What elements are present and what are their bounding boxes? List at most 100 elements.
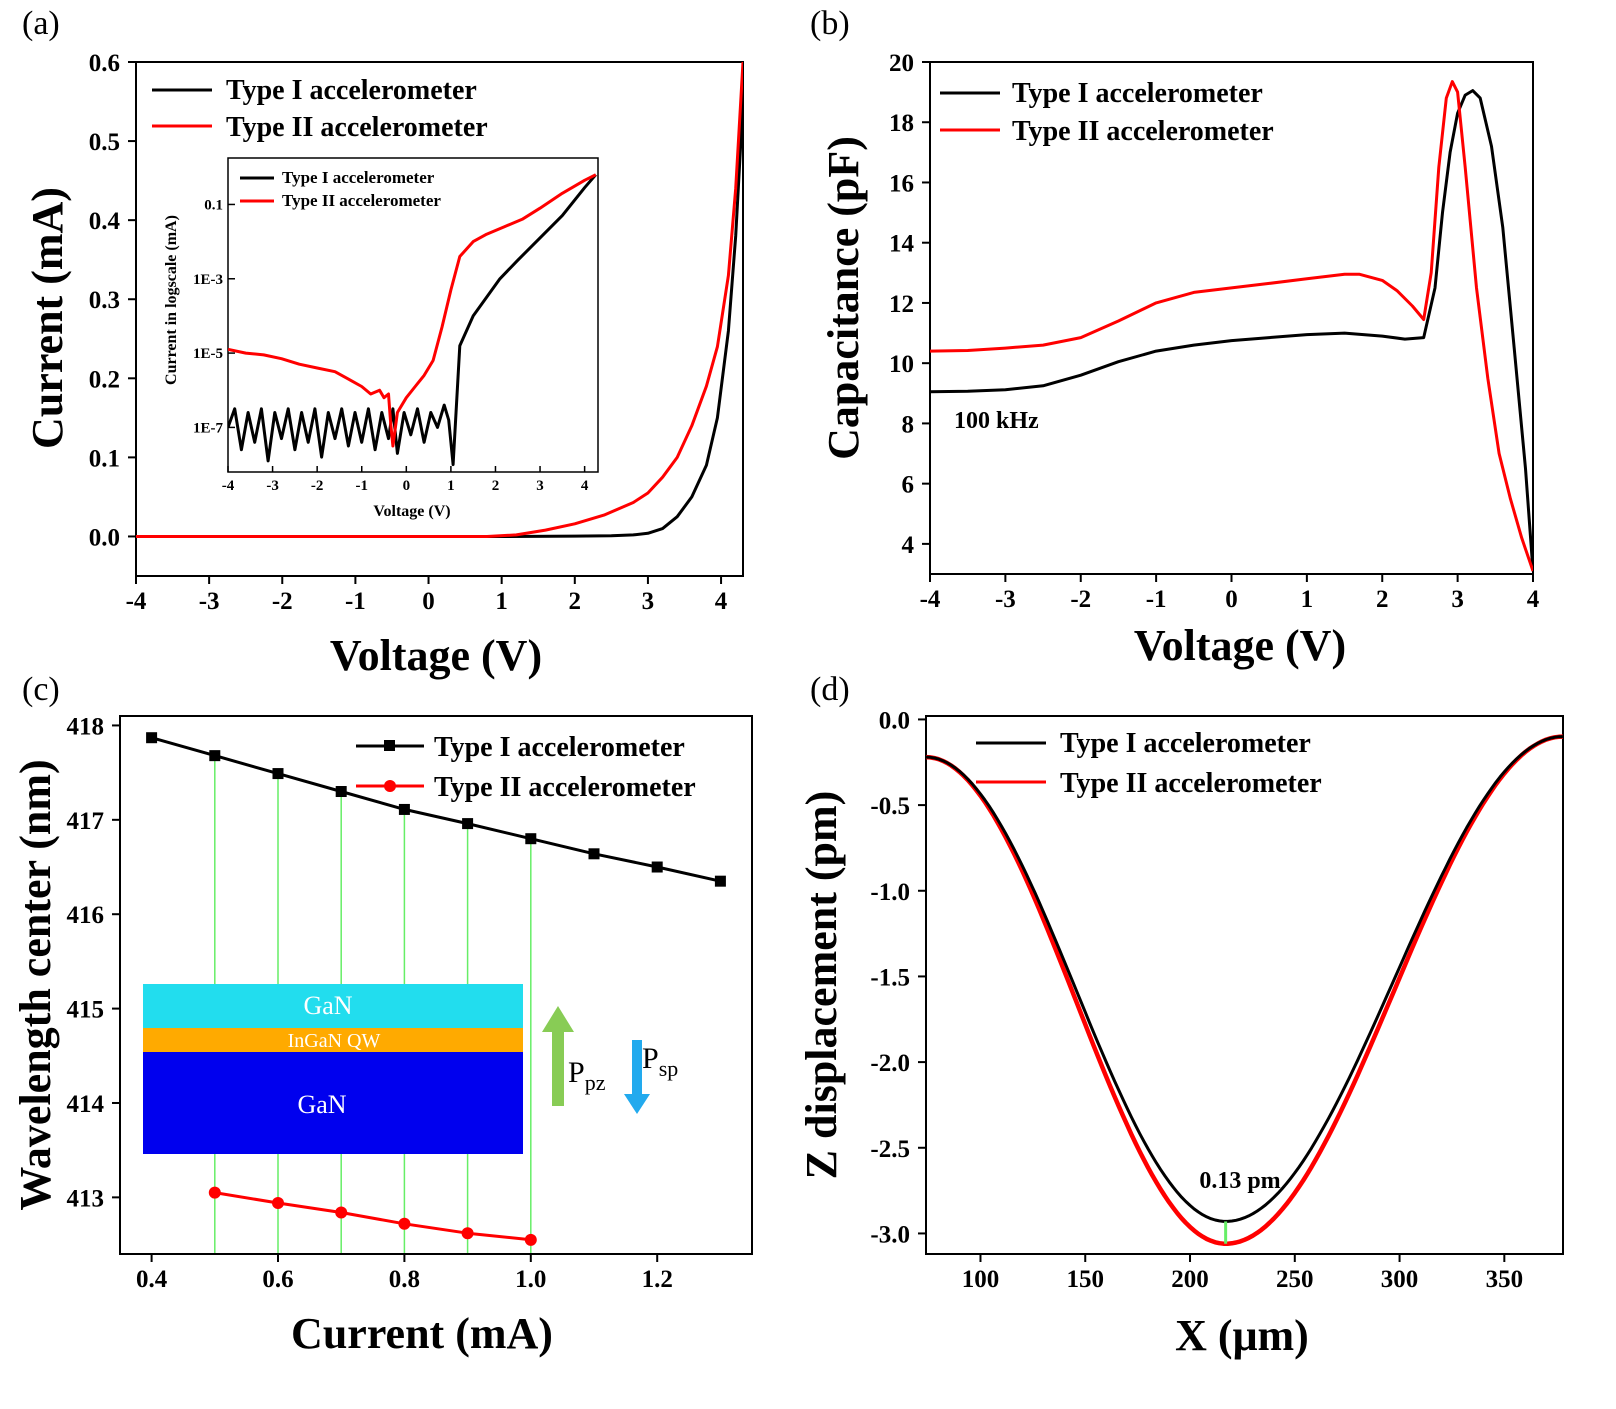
- panel-a-xtick-label: -2: [272, 588, 293, 615]
- ingan-qw-layer: [143, 1028, 523, 1052]
- panel-d-ytick-label: -0.5: [870, 793, 910, 820]
- panel-d-label: (d): [810, 671, 850, 708]
- panel-d-xtick-label: 350: [1486, 1266, 1524, 1293]
- inset-xtick-label: -1: [355, 478, 368, 494]
- panel-c-legend: Type I accelerometer Type II acceleromet…: [356, 732, 696, 803]
- psp-label: Psp: [642, 1042, 678, 1081]
- panel-b-legend-type1: Type I accelerometer: [1012, 78, 1263, 109]
- panel-a-ylabel: Current (mA): [23, 187, 72, 449]
- panel-c-series-2-point: [524, 1233, 537, 1246]
- panel-b-xtick-label: 3: [1451, 586, 1464, 613]
- panel-c-xtick-label: 0.6: [262, 1266, 293, 1293]
- panel-a-legend: Type I accelerometer Type II acceleromet…: [152, 75, 488, 143]
- panel-d-ytick-label: -1.5: [870, 964, 910, 991]
- panel-d-plot-area: 100 150 200 250 300 350 0.0 -0.5 -1.0 -1.5 -2.0 -2.…: [870, 707, 1564, 1293]
- panel-c-ytick-label: 418: [67, 713, 105, 740]
- panel-c-label: (c): [22, 671, 60, 708]
- panel-b-ytick-label: 16: [889, 170, 914, 197]
- panel-b-ytick-label: 8: [902, 411, 915, 438]
- panel-d-ytick-label: 0.0: [879, 707, 910, 734]
- inset-legend-type2: Type II accelerometer: [282, 191, 441, 210]
- panel-c-ytick-label: 413: [67, 1185, 105, 1212]
- panel-b-label: (b): [810, 5, 850, 42]
- panel-c-ylabel: Wavelength center (nm): [11, 759, 60, 1210]
- panel-c-frame: [119, 715, 753, 1255]
- panel-a-ytick-label: 0.0: [89, 524, 120, 551]
- panel-c-series-2-point: [398, 1217, 411, 1230]
- panel-a-label: (a): [22, 5, 60, 42]
- gan-top-label: GaN: [303, 991, 352, 1020]
- panel-c-series-2-point: [272, 1197, 284, 1210]
- panel-c-series-1-point: [146, 732, 158, 744]
- panel-b-ytick-label: 12: [889, 291, 914, 318]
- panel-c-series-1-point: [714, 875, 726, 887]
- ingan-qw-label: InGaN QW: [288, 1030, 381, 1052]
- panel-b-xtick-label: 4: [1527, 586, 1540, 613]
- panel-a-xtick-label: 1: [495, 588, 508, 615]
- panel-b-ytick-label: 10: [889, 351, 914, 378]
- inset-ytick-label: 1E-3: [193, 272, 223, 288]
- panel-a-xtick-label: -4: [126, 588, 147, 615]
- panel-a-legend-type2: Type II accelerometer: [226, 112, 488, 143]
- inset-ytick-label: 1E-5: [193, 346, 223, 362]
- panel-a-xtick-label: -3: [199, 588, 220, 615]
- panel-d-ytick-label: -1.0: [870, 879, 910, 906]
- inset-xlabel: Voltage (V): [373, 503, 450, 520]
- psp-arrow-icon: [624, 1040, 650, 1114]
- panel-d-series-1-line: [926, 735, 1563, 1223]
- panel-d-ylabel: Z displacement (pm): [797, 791, 846, 1180]
- panel-c-xtick-label: 0.4: [136, 1266, 168, 1293]
- panel-c-legend-type1: Type I accelerometer: [434, 732, 685, 763]
- panel-c: (c) 0.4 0.6 0.8 1.0 1.2 413 414 415 416 417 418 Cu…: [11, 671, 753, 1358]
- panel-b-ytick-label: 4: [902, 532, 915, 559]
- panel-d-ytick-label: -2.5: [870, 1136, 910, 1163]
- panel-d-legend-type1: Type I accelerometer: [1060, 728, 1311, 759]
- panel-b-ylabel: Capacitance (pF): [819, 136, 868, 460]
- panel-b-xtick-label: -4: [920, 586, 941, 613]
- panel-b-legend-type2: Type II accelerometer: [1012, 116, 1274, 147]
- panel-b-xtick-label: -3: [995, 586, 1016, 613]
- panel-a-xtick-label: -1: [345, 588, 366, 615]
- panel-b-xtick-label: -2: [1070, 586, 1091, 613]
- panel-a-plot-area: -4 -3 -2 -1 0 1 2 3 4 0.0 0.1 0.2 0.3 0.4 0.5 0.6: [89, 50, 744, 615]
- inset-xtick-label: -3: [266, 478, 279, 494]
- panel-a-ytick-label: 0.5: [89, 129, 120, 156]
- inset-series-2-line: [228, 173, 597, 448]
- panel-b-xtick-label: 0: [1225, 586, 1238, 613]
- panel-c-xtick-label: 0.8: [389, 1266, 420, 1293]
- panel-d-series-2-line: [926, 734, 1563, 1246]
- panel-d-xlabel: X (μm): [1175, 1311, 1309, 1360]
- panel-c-series-1-point: [588, 848, 600, 860]
- panel-a-xlabel: Voltage (V): [330, 631, 542, 680]
- panel-b-series-1-line: [930, 89, 1533, 572]
- panel-a-xtick-label: 2: [569, 588, 582, 615]
- panel-b-xtick-label: -1: [1146, 586, 1167, 613]
- panel-d-legend-type2: Type II accelerometer: [1060, 768, 1322, 799]
- panel-b-xtick-label: 2: [1376, 586, 1389, 613]
- panel-c-series-1-point: [462, 818, 474, 830]
- panel-c-legend-marker-type2: [384, 780, 396, 792]
- panel-b-xlabel: Voltage (V): [1134, 621, 1346, 670]
- ppz-arrow-icon: [542, 1006, 574, 1106]
- panel-d-ytick-label: -2.0: [870, 1050, 910, 1077]
- inset-xtick-label: 4: [581, 478, 589, 494]
- inset-series-1-line: [228, 173, 597, 467]
- panel-d-difference-annotation: 0.13 pm: [1199, 1168, 1280, 1194]
- panel-d-xtick-label: 300: [1381, 1266, 1419, 1293]
- panel-c-series-2-point: [461, 1227, 474, 1240]
- panel-d-legend: Type I accelerometer Type II acceleromet…: [976, 728, 1322, 799]
- inset-xtick-label: 3: [536, 478, 544, 494]
- panel-a-ytick-label: 0.3: [89, 287, 120, 314]
- layer-stack-diagram: GaN InGaN QW GaN Ppz Psp: [143, 984, 678, 1154]
- panel-b-ytick-label: 18: [889, 110, 914, 137]
- panel-a-xtick-label: 0: [422, 588, 435, 615]
- inset-legend-type1: Type I accelerometer: [282, 168, 435, 187]
- gan-bottom-label: GaN: [297, 1090, 346, 1119]
- panel-c-series-1-point: [272, 768, 284, 780]
- panel-b-frequency-annotation: 100 kHz: [954, 408, 1039, 434]
- panel-c-ytick-label: 417: [67, 808, 105, 835]
- panel-c-ytick-label: 415: [67, 997, 105, 1024]
- panel-c-xlabel: Current (mA): [291, 1309, 553, 1358]
- panel-c-series-1-point: [525, 833, 537, 845]
